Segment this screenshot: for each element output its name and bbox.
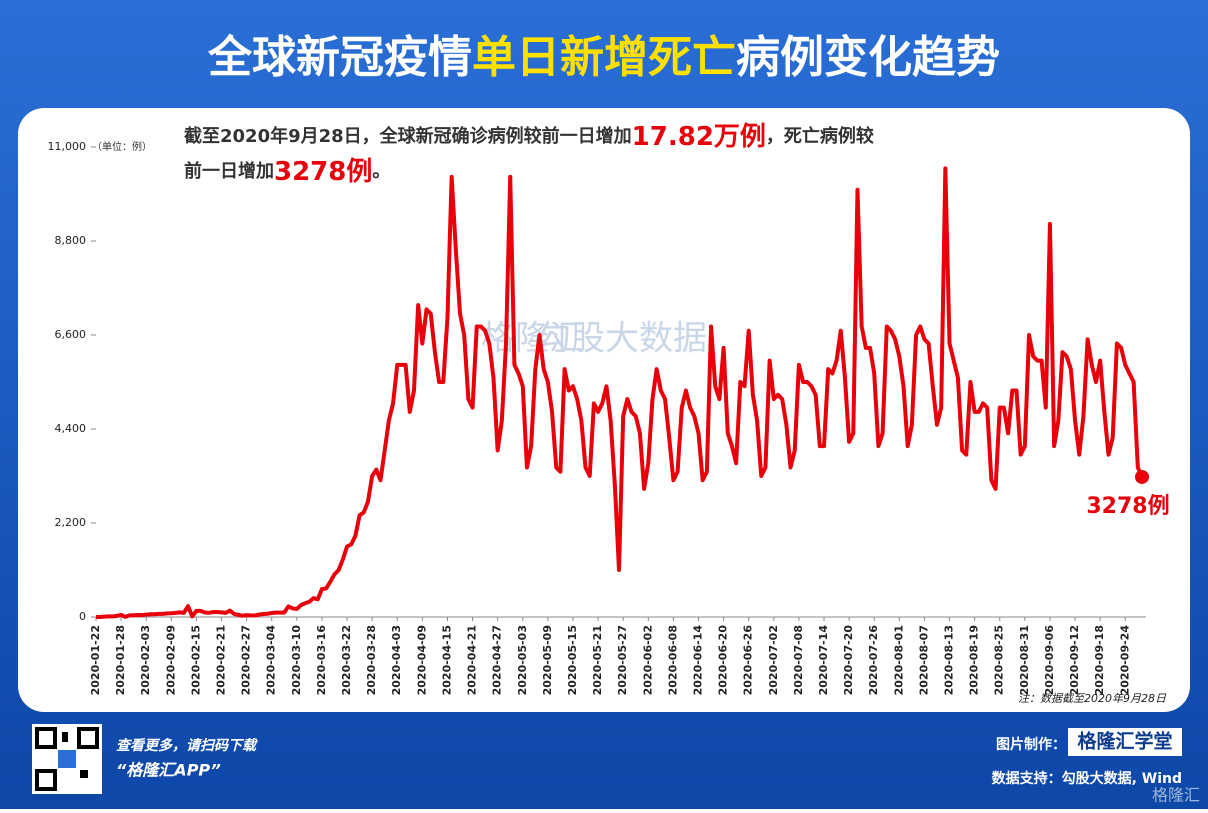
x-tick-label: 2020-06-02 bbox=[641, 625, 654, 695]
qr-code bbox=[32, 724, 102, 794]
x-tick-label: 2020-04-03 bbox=[390, 625, 403, 695]
x-tick-label: 2020-01-22 bbox=[89, 625, 102, 695]
unit-label: （单位：例） bbox=[92, 140, 152, 153]
logo-box bbox=[1068, 728, 1182, 756]
source: 数据支持：勾股大数据, Wind bbox=[992, 770, 1182, 787]
x-tick-label: 2020-04-09 bbox=[415, 625, 428, 695]
panel bbox=[18, 108, 1190, 712]
x-tick-label: 2020-07-20 bbox=[842, 625, 855, 696]
x-tick-label: 2020-02-09 bbox=[164, 625, 177, 695]
x-tick-label: 2020-04-15 bbox=[440, 625, 453, 695]
x-tick-label: 2020-03-22 bbox=[340, 625, 353, 695]
scan-text: 查看更多，请扫码下载 bbox=[116, 737, 258, 754]
x-tick-label: 2020-07-08 bbox=[792, 625, 805, 695]
end-point bbox=[1135, 469, 1149, 484]
x-tick-label: 2020-06-26 bbox=[742, 625, 755, 696]
x-tick-label: 2020-05-15 bbox=[566, 625, 579, 695]
x-tick-label: 2020-05-21 bbox=[591, 625, 604, 695]
x-tick-label: 2020-08-31 bbox=[1018, 625, 1031, 695]
watermark: 勾股大数据 bbox=[537, 319, 707, 359]
plot: 0 2,200 4,400 6,600 8,800 11,000 2020-01-22 202… bbox=[48, 140, 1170, 695]
x-tick-label: 2020-04-21 bbox=[466, 625, 479, 695]
watermark: 格隆汇 bbox=[481, 319, 583, 359]
x-tick-label: 2020-09-24 bbox=[1118, 625, 1131, 696]
chart-title: 全球新冠疫情单日新增死亡病例变化趋势 bbox=[207, 32, 1000, 83]
x-tick-label: 2020-03-28 bbox=[365, 625, 378, 695]
x-tick-label: 2020-08-19 bbox=[968, 625, 981, 695]
end-label: 3278例 bbox=[1086, 494, 1169, 519]
x-tick-label: 2020-07-02 bbox=[767, 625, 780, 695]
x-tick-label: 2020-08-01 bbox=[892, 625, 905, 695]
annotation-part: ，死亡病例较 bbox=[766, 125, 874, 147]
app-name: “格隆汇APP” bbox=[116, 761, 221, 780]
x-tick-label: 2020-05-03 bbox=[516, 625, 529, 695]
x-tick-label: 2020-05-27 bbox=[616, 625, 629, 695]
x-tick-label: 2020-04-27 bbox=[491, 625, 504, 695]
x-tick-label: 2020-03-10 bbox=[290, 625, 303, 696]
x-tick-label: 2020-01-28 bbox=[114, 625, 127, 695]
title-part: 全球新冠疫情 bbox=[207, 32, 472, 83]
annotation: 截至2020年9月28日，全球新冠确诊病例较前一日增加17.82万例，死亡病例较 bbox=[184, 122, 874, 152]
x-tick-label: 2020-09-18 bbox=[1093, 625, 1106, 695]
annotation-part: 截至2020年9月28日，全球新冠确诊病例较前一日增加 bbox=[184, 125, 632, 147]
y-tick-label: 6,600 bbox=[55, 328, 87, 341]
title-part: 病例变化趋势 bbox=[736, 32, 1000, 83]
title-part: 单日新增死亡 bbox=[472, 32, 736, 83]
x-tick-label: 2020-02-27 bbox=[240, 625, 253, 695]
note: 注：数据截至2020年9月28日 bbox=[1018, 692, 1167, 705]
x-tick-label: 2020-08-13 bbox=[943, 625, 956, 695]
x-tick-label: 2020-06-14 bbox=[691, 625, 704, 696]
y-tick-label: 0 bbox=[79, 610, 86, 623]
y-tick-label: 8,800 bbox=[55, 234, 87, 247]
x-tick-label: 2020-03-16 bbox=[315, 625, 328, 696]
y-tick-label: 11,000 bbox=[48, 140, 87, 153]
x-tick-label: 2020-07-26 bbox=[867, 625, 880, 696]
annotation: 前一日增加3278例。 bbox=[184, 157, 390, 187]
annotation-part: 17.82万例 bbox=[632, 122, 766, 152]
annotation-part: 3278例 bbox=[274, 157, 372, 187]
x-tick-label: 2020-02-21 bbox=[215, 625, 228, 695]
x-tick-label: 2020-06-20 bbox=[717, 625, 730, 696]
x-tick-label: 2020-05-09 bbox=[541, 625, 554, 695]
x-tick-label: 2020-02-15 bbox=[189, 625, 202, 695]
x-tick-label: 2020-02-03 bbox=[139, 625, 152, 695]
corner-logo: 格隆汇 bbox=[1152, 786, 1200, 805]
x-tick-label: 2020-03-04 bbox=[265, 625, 278, 696]
made-by-label: 图片制作： bbox=[996, 736, 1066, 753]
annotation-part: 。 bbox=[372, 161, 390, 182]
x-tick-label: 2020-08-07 bbox=[917, 625, 930, 695]
x-tick-label: 2020-09-06 bbox=[1043, 625, 1056, 696]
x-tick-label: 2020-07-14 bbox=[817, 625, 830, 696]
made-by: 格隆汇学堂 bbox=[1077, 730, 1172, 753]
x-tick-label: 2020-08-25 bbox=[993, 625, 1006, 695]
y-tick-label: 4,400 bbox=[55, 422, 87, 435]
x-tick-label: 2020-09-12 bbox=[1068, 625, 1081, 695]
y-tick-label: 2,200 bbox=[55, 516, 87, 529]
line bbox=[95, 166, 1144, 619]
annotation-part: 前一日增加 bbox=[184, 160, 274, 182]
x-tick-label: 2020-06-08 bbox=[666, 625, 679, 695]
